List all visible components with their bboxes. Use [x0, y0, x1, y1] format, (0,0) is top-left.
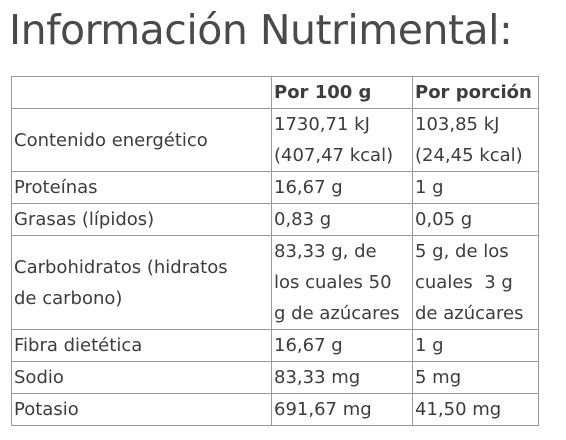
value-per-portion-cell: 103,85 kJ (24,45 kcal)	[412, 108, 539, 172]
page-title: Información Nutrimental:	[9, 6, 513, 54]
nutrient-name-cell: Potasio	[11, 393, 272, 426]
nutrition-table-body: Contenido energético 1730,71 kJ (407,47 kc…	[11, 108, 539, 426]
table-row: Fibra dietética 16,67 g 1 g	[11, 329, 539, 362]
value-per-100g-cell: 1730,71 kJ (407,47 kcal)	[271, 108, 413, 172]
value-per-100g-line: g de azúcares	[274, 303, 400, 324]
value-per-portion-cell: 1 g	[412, 329, 539, 362]
value-per-portion-line: cuales 3 g	[415, 272, 513, 293]
value-per-100g-line: 1730,71 kJ	[274, 114, 370, 135]
value-per-100g-line: 83,33 g, de	[274, 241, 377, 262]
value-per-portion-line: 1 g	[415, 177, 444, 198]
value-per-100g-line: 0,83 g	[274, 209, 332, 230]
nutrient-name-line: Grasas (lípidos)	[14, 209, 155, 230]
value-per-portion-cell: 41,50 mg	[412, 393, 539, 426]
value-per-100g-line: 16,67 g	[274, 177, 343, 198]
value-per-portion-line: 41,50 mg	[415, 399, 502, 420]
value-per-portion-line: 0,05 g	[415, 209, 473, 230]
table-header-row: Por 100 g Por porción	[11, 76, 539, 109]
header-per-portion: Por porción	[412, 76, 539, 109]
header-per-100g: Por 100 g	[271, 76, 413, 109]
value-per-100g-line: 16,67 g	[274, 335, 343, 356]
value-per-100g-cell: 16,67 g	[271, 171, 413, 204]
nutrient-name-line: Potasio	[14, 399, 79, 420]
nutrition-table: Por 100 g Por porción Contenido energéti…	[11, 76, 539, 426]
nutrient-name-line: Fibra dietética	[14, 335, 143, 356]
value-per-100g-cell: 691,67 mg	[271, 393, 413, 426]
table-row: Contenido energético 1730,71 kJ (407,47 kc…	[11, 108, 539, 172]
table-row: Grasas (lípidos) 0,83 g 0,05 g	[11, 203, 539, 236]
header-nutrient	[11, 76, 272, 109]
nutrient-name-cell: Contenido energético	[11, 108, 272, 172]
value-per-portion-line: 5 g, de los	[415, 241, 509, 262]
value-per-portion-line: (24,45 kcal)	[415, 145, 523, 166]
value-per-portion-line: de azúcares	[415, 303, 524, 324]
nutrient-name-line: Contenido energético	[14, 129, 208, 151]
value-per-portion-cell: 5 g, de los cuales 3 g de azúcares	[412, 235, 539, 330]
nutrient-name-cell: Grasas (lípidos)	[11, 203, 272, 236]
value-per-100g-cell: 83,33 g, de los cuales 50 g de azúcares	[271, 235, 413, 330]
value-per-100g-line: 83,33 mg	[274, 367, 361, 388]
value-per-portion-line: 1 g	[415, 335, 444, 356]
value-per-100g-cell: 0,83 g	[271, 203, 413, 236]
value-per-portion-cell: 0,05 g	[412, 203, 539, 236]
value-per-portion-cell: 1 g	[412, 171, 539, 204]
value-per-100g-line: (407,47 kcal)	[274, 145, 394, 166]
nutrient-name-cell: Proteínas	[11, 171, 272, 204]
table-row: Potasio 691,67 mg 41,50 mg	[11, 393, 539, 426]
nutrient-name-line: Proteínas	[14, 177, 98, 198]
table-row: Sodio 83,33 mg 5 mg	[11, 361, 539, 394]
value-per-100g-cell: 83,33 mg	[271, 361, 413, 394]
value-per-portion-line: 103,85 kJ	[415, 114, 500, 135]
nutrient-name-line: Sodio	[14, 367, 64, 388]
table-row: Proteínas 16,67 g 1 g	[11, 171, 539, 204]
nutrient-name-line: Carbohidratos (hidratos	[14, 256, 228, 278]
nutrient-name-line: de carbono)	[14, 287, 123, 309]
value-per-100g-line: los cuales 50	[274, 272, 392, 293]
value-per-100g-cell: 16,67 g	[271, 329, 413, 362]
value-per-portion-cell: 5 mg	[412, 361, 539, 394]
value-per-100g-line: 691,67 mg	[274, 399, 372, 420]
nutrient-name-cell: Sodio	[11, 361, 272, 394]
table-row: Carbohidratos (hidratos de carbono) 83,33 …	[11, 235, 539, 330]
nutrient-name-cell: Fibra dietética	[11, 329, 272, 362]
nutrient-name-cell: Carbohidratos (hidratos de carbono)	[11, 235, 272, 330]
value-per-portion-line: 5 mg	[415, 367, 462, 388]
